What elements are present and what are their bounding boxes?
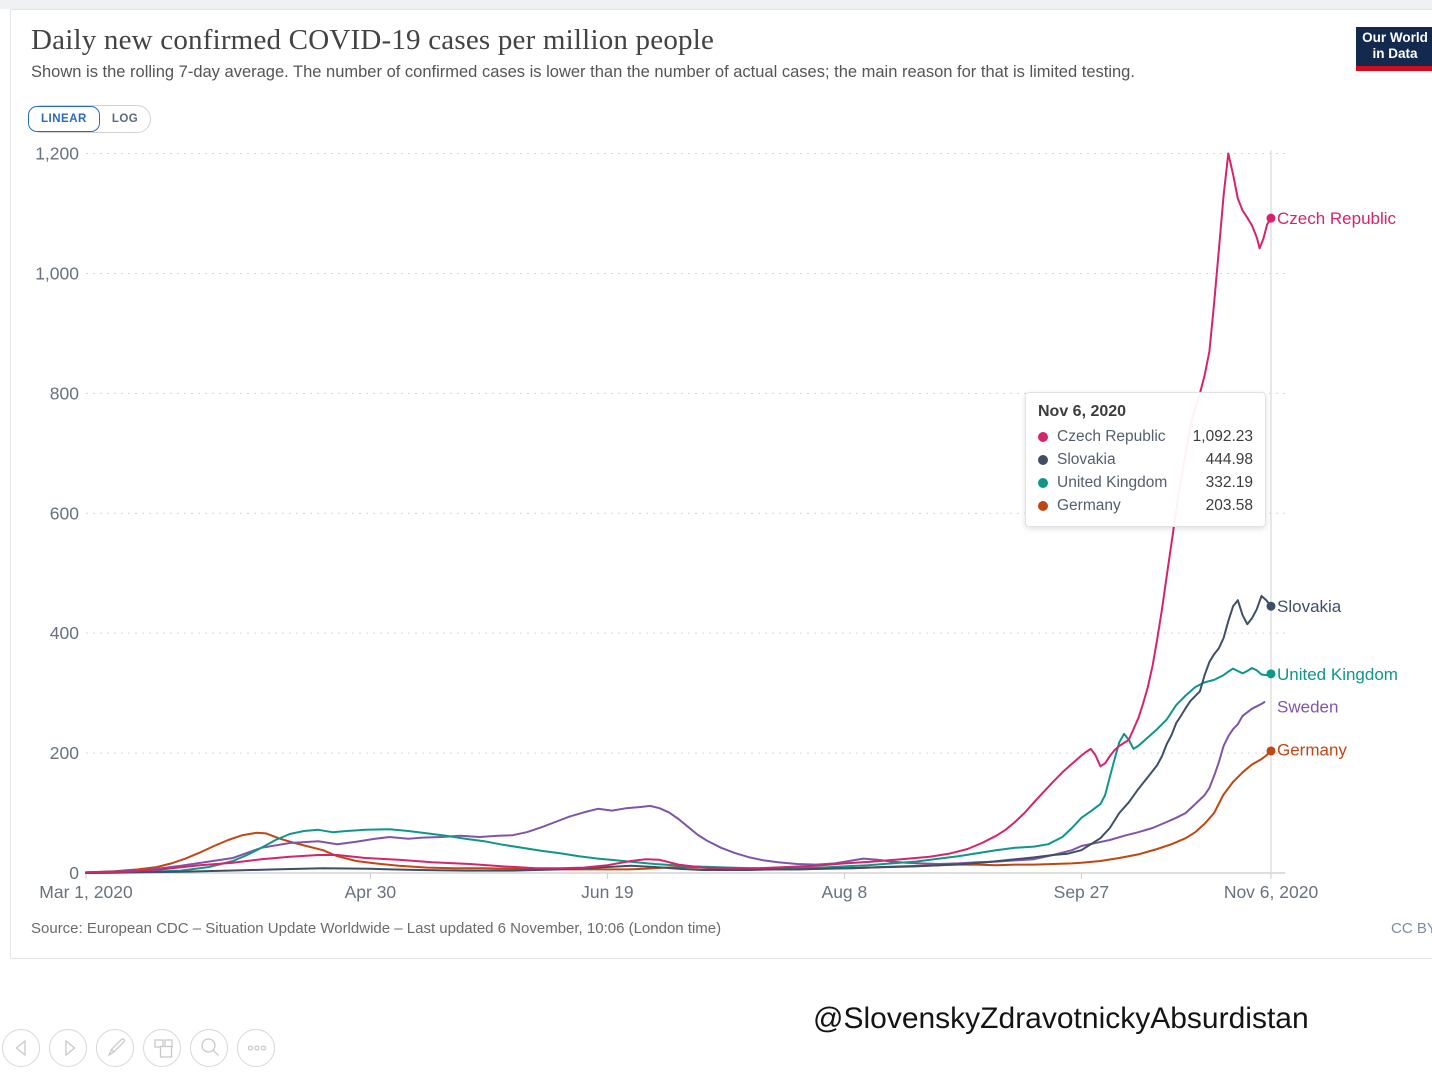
log-scale-button[interactable]: LOG [100, 106, 150, 132]
series-end-dot-czech-republic [1266, 213, 1276, 223]
x-tick-label: Apr 30 [345, 882, 397, 902]
series-label-slovakia: Slovakia [1277, 597, 1342, 616]
series-end-dot-united-kingdom [1266, 669, 1276, 679]
tooltip-series-value: 203.58 [1205, 497, 1253, 514]
tooltip-date: Nov 6, 2020 [1038, 403, 1127, 420]
tooltip-series-name: United Kingdom [1057, 474, 1168, 491]
series-label-united-kingdom: United Kingdom [1277, 665, 1398, 684]
series-label-germany: Germany [1277, 740, 1347, 759]
tooltip-series-name: Germany [1057, 497, 1121, 514]
tooltip-series-name: Slovakia [1057, 451, 1116, 468]
y-tick-label: 1,200 [35, 144, 79, 164]
y-tick-label: 200 [50, 743, 79, 763]
x-tick-label: Sep 27 [1054, 882, 1109, 902]
watermark-handle: @SlovenskyZdravotnickyAbsurdistan [813, 1002, 1309, 1035]
tooltip-row: Slovakia 444.98 [1038, 451, 1253, 469]
license-link[interactable]: CC BY [1391, 920, 1432, 937]
x-tick-label: Aug 8 [822, 882, 868, 902]
chart-canvas[interactable]: 0 200 400 600 800 1,000 1,200 Mar 1, 2020 Apr 30… [11, 10, 1432, 970]
arrow-right-icon [65, 1039, 76, 1057]
tooltip-series-name: Czech Republic [1057, 428, 1166, 445]
series-dot-icon [1038, 501, 1048, 511]
series-line-sweden[interactable] [85, 701, 1266, 874]
series-dot-icon [1038, 478, 1048, 488]
slide-sorter-icon [154, 1039, 173, 1058]
series-end-dot-slovakia [1266, 601, 1276, 611]
chart-subtitle: Shown is the rolling 7-day average. The … [31, 63, 1135, 81]
tooltip-row: Czech Republic 1,092.23 [1038, 428, 1253, 446]
y-tick-label: 600 [50, 503, 79, 523]
tooltip-series-value: 444.98 [1205, 451, 1253, 468]
source-note: Source: European CDC – Situation Update … [31, 920, 722, 937]
series-dot-icon [1038, 432, 1048, 442]
tooltip-series-value: 332.19 [1205, 474, 1253, 491]
ellipsis-icon [247, 1045, 267, 1051]
zoom-button[interactable] [190, 1029, 228, 1067]
series-label-sweden: Sweden [1277, 697, 1338, 716]
owid-logo-line1: Our World [1362, 30, 1428, 45]
magnifier-icon [201, 1038, 219, 1056]
slide-sorter-button[interactable] [143, 1029, 181, 1067]
arrow-left-icon [15, 1039, 26, 1057]
tooltip-row: United Kingdom 332.19 [1038, 474, 1253, 492]
x-tick-label: Mar 1, 2020 [39, 882, 133, 902]
next-slide-button[interactable] [49, 1029, 87, 1067]
y-tick-label: 400 [50, 623, 79, 643]
series-line-slovakia[interactable] [85, 595, 1272, 874]
series-label-czech-republic: Czech Republic [1277, 209, 1397, 228]
chart-title: Daily new confirmed COVID-19 cases per m… [31, 24, 715, 56]
series-line-czech-republic[interactable] [85, 152, 1272, 874]
tooltip-series-value: 1,092.23 [1192, 428, 1253, 445]
y-tick-label: 1,000 [35, 263, 79, 283]
linear-scale-button[interactable]: LINEAR [28, 106, 100, 132]
x-tick-label: Jun 19 [581, 882, 634, 902]
y-tick-label: 0 [69, 863, 79, 883]
top-strip [0, 0, 1432, 9]
x-tick-label: Nov 6, 2020 [1224, 882, 1319, 902]
series-end-dot-germany [1266, 746, 1276, 756]
series-line-germany[interactable] [85, 749, 1272, 874]
y-tick-label: 800 [50, 383, 79, 403]
owid-logo[interactable]: Our World in Data [1356, 27, 1432, 71]
owid-logo-line2: in Data [1372, 46, 1418, 62]
previous-slide-button[interactable] [2, 1029, 40, 1067]
presentation-toolbar [2, 1029, 275, 1067]
more-options-button[interactable] [237, 1029, 275, 1067]
series-line-united-kingdom[interactable] [85, 667, 1272, 874]
pen-tool-button[interactable] [96, 1029, 134, 1067]
tooltip-row: Germany 203.58 [1038, 497, 1253, 515]
scale-toggle: LINEAR LOG [28, 105, 152, 133]
pen-icon [107, 1038, 126, 1057]
series-dot-icon [1038, 455, 1048, 465]
tooltip: Nov 6, 2020 Czech Republic 1,092.23 Slovak… [1025, 392, 1266, 527]
